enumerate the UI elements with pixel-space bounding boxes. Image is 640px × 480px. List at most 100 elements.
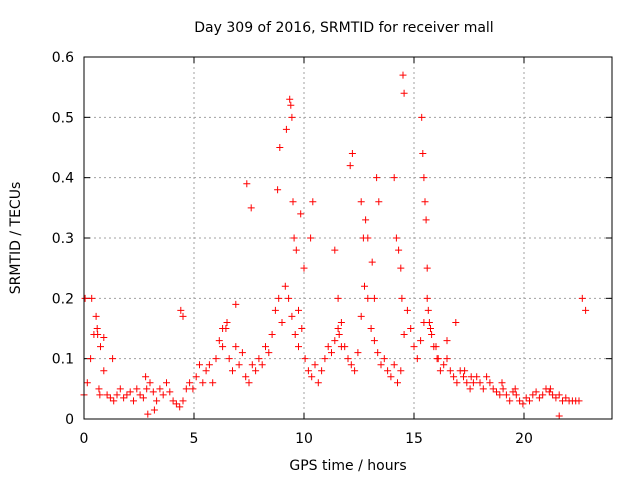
- x-tick-label: 0: [80, 431, 89, 447]
- data-point: [179, 397, 187, 405]
- data-point: [300, 264, 308, 272]
- data-point: [403, 306, 411, 314]
- data-point: [519, 400, 527, 408]
- data-point: [400, 89, 408, 97]
- axis-ticks: [83, 56, 612, 420]
- data-point: [496, 391, 504, 399]
- data-point: [192, 373, 200, 381]
- data-point: [242, 373, 250, 381]
- data-point: [440, 361, 448, 369]
- data-point: [423, 294, 431, 302]
- data-point: [225, 355, 233, 363]
- data-point: [282, 125, 290, 133]
- data-point: [94, 331, 102, 339]
- chart-title: Day 309 of 2016, SRMTID for receiver mal…: [194, 20, 493, 36]
- data-point: [344, 355, 352, 363]
- data-point: [552, 394, 560, 402]
- data-point: [144, 410, 152, 418]
- y-tick-label: 0.6: [52, 50, 74, 66]
- data-point: [394, 379, 401, 387]
- data-point: [133, 385, 141, 393]
- data-point: [498, 379, 506, 387]
- data-point: [142, 373, 150, 381]
- data-point: [427, 325, 434, 332]
- data-point: [357, 312, 365, 320]
- data-point: [450, 373, 458, 381]
- data-point: [274, 186, 282, 194]
- data-point: [109, 355, 117, 363]
- data-point: [397, 264, 405, 272]
- y-tick-label: 0.5: [52, 110, 74, 126]
- data-point: [88, 294, 96, 302]
- data-point: [304, 367, 312, 375]
- data-point: [499, 385, 507, 393]
- data-point: [100, 367, 108, 375]
- data-point: [265, 349, 273, 357]
- data-point: [318, 367, 326, 375]
- data-point: [103, 391, 111, 399]
- data-point: [209, 379, 217, 387]
- data-point: [346, 162, 354, 170]
- data-point: [307, 234, 315, 242]
- data-point: [321, 355, 329, 363]
- data-point: [375, 198, 383, 206]
- x-tick-label: 20: [515, 431, 533, 447]
- data-point: [309, 198, 317, 206]
- data-point: [424, 306, 432, 314]
- data-point: [252, 367, 260, 375]
- data-point: [176, 403, 184, 411]
- data-point: [555, 412, 563, 420]
- data-point: [489, 385, 497, 393]
- data-point: [292, 246, 300, 254]
- data-point: [392, 234, 400, 242]
- plot-frame: [83, 56, 613, 420]
- data-point: [511, 385, 519, 393]
- data-point: [159, 391, 167, 399]
- data-points: [81, 72, 590, 420]
- data-point: [92, 312, 100, 320]
- data-point: [364, 294, 372, 302]
- data-point: [428, 331, 436, 339]
- data-point: [562, 394, 570, 402]
- data-point: [286, 95, 294, 103]
- data-point: [420, 174, 428, 182]
- data-point: [311, 361, 319, 369]
- data-point: [223, 318, 231, 326]
- data-point: [337, 318, 345, 326]
- data-point: [446, 367, 454, 375]
- data-point: [215, 337, 223, 345]
- data-point: [287, 101, 295, 109]
- data-point: [113, 391, 121, 399]
- data-point: [399, 71, 407, 79]
- data-point: [288, 312, 296, 320]
- data-point: [549, 391, 557, 399]
- data-point: [87, 355, 95, 363]
- data-point: [479, 385, 487, 393]
- data-point: [361, 282, 368, 290]
- data-point: [149, 388, 157, 396]
- data-point: [143, 385, 151, 393]
- data-point: [334, 325, 342, 332]
- x-axis-label: GPS time / hours: [289, 458, 406, 474]
- data-point: [425, 318, 433, 326]
- data-point: [100, 334, 108, 342]
- data-point: [370, 337, 378, 345]
- data-point: [348, 150, 356, 158]
- data-point: [466, 385, 474, 393]
- data-point: [93, 325, 101, 332]
- data-point: [308, 373, 316, 381]
- data-point: [512, 391, 520, 399]
- data-point: [532, 388, 540, 396]
- data-point: [130, 397, 137, 405]
- data-point: [423, 264, 431, 272]
- data-point: [163, 379, 170, 387]
- data-point: [582, 306, 590, 314]
- data-point: [219, 325, 227, 332]
- data-point: [516, 397, 524, 405]
- data-point: [469, 379, 477, 387]
- data-point: [555, 391, 563, 399]
- data-point: [407, 325, 415, 332]
- data-point: [150, 406, 158, 414]
- data-point: [156, 385, 164, 393]
